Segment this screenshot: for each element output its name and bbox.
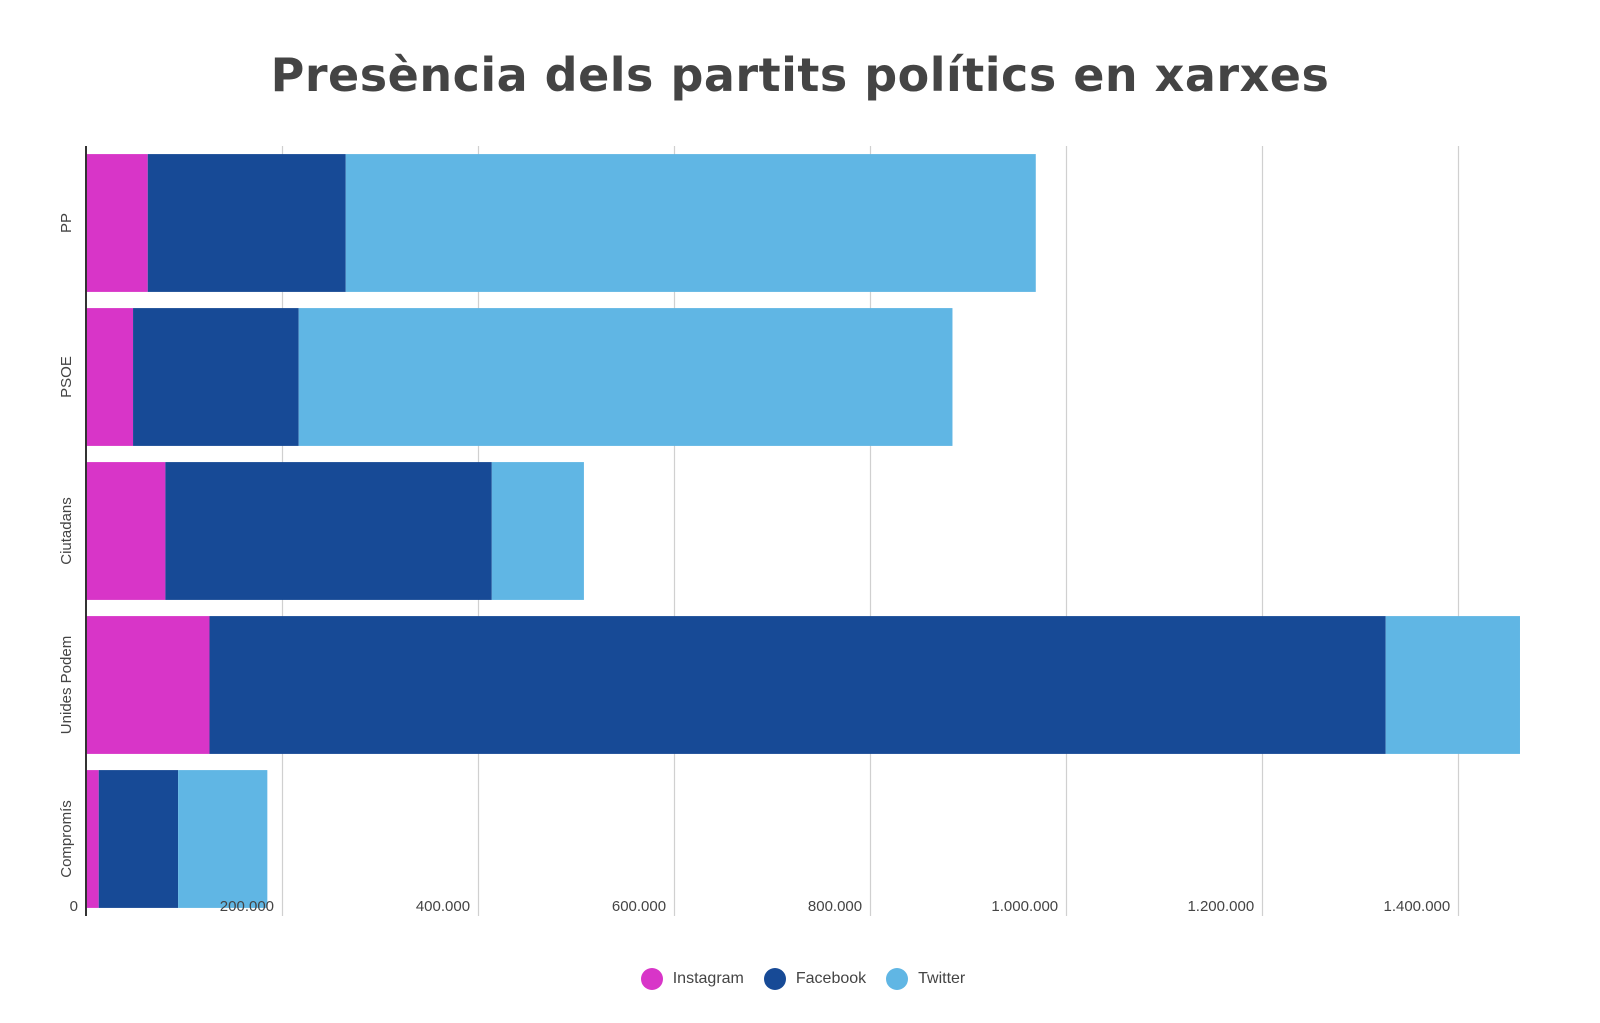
legend-item-facebook[interactable]: Facebook	[763, 968, 867, 990]
legend-swatch-twitter	[886, 968, 909, 990]
bar-twitter-ciutadans[interactable]	[491, 462, 584, 600]
bar-instagram-ciutadans[interactable]	[86, 462, 166, 600]
x-tick-label: 200.000	[220, 898, 274, 915]
bar-facebook-psoe[interactable]	[133, 308, 299, 446]
bar-instagram-psoe[interactable]	[86, 308, 134, 446]
chart-title: Presència dels partits polítics en xarxe…	[270, 48, 1330, 102]
x-tick-label: 800.000	[808, 898, 862, 915]
legend-label-instagram: Instagram	[672, 970, 744, 987]
y-category-label: PSOE	[58, 356, 75, 398]
bar-facebook-ciutadans[interactable]	[165, 462, 492, 600]
legend-label-facebook: Facebook	[795, 970, 867, 987]
legend-label-twitter: Twitter	[918, 970, 966, 987]
bar-facebook-compromís[interactable]	[98, 770, 179, 908]
bar-instagram-pp[interactable]	[86, 154, 148, 292]
bar-twitter-pp[interactable]	[345, 154, 1036, 292]
x-axis-ticks: 0 200.000 400.000 600.000 800.000 1.000.000 1.…	[70, 898, 1451, 915]
legend-swatch-instagram	[640, 968, 663, 990]
bar-twitter-compromís[interactable]	[178, 770, 268, 908]
legend-swatch-facebook	[763, 968, 786, 990]
x-tick-label: 1.200.000	[1187, 898, 1254, 915]
bar-facebook-pp[interactable]	[147, 154, 346, 292]
y-category-label: Compromís	[58, 800, 75, 878]
x-tick-label: 0	[70, 898, 78, 915]
bar-facebook-unides-podem[interactable]	[209, 616, 1386, 754]
legend-item-twitter[interactable]: Twitter	[886, 968, 965, 990]
y-category-label: Ciutadans	[58, 497, 75, 565]
x-tick-label: 400.000	[416, 898, 470, 915]
bar-instagram-unides-podem[interactable]	[86, 616, 210, 754]
legend: Instagram Facebook Twitter	[0, 968, 1600, 990]
y-category-label: Unides Podem	[58, 636, 75, 734]
x-tick-label: 600.000	[612, 898, 666, 915]
bar-twitter-psoe[interactable]	[298, 308, 953, 446]
bars	[86, 154, 1520, 908]
x-tick-label: 1.000.000	[991, 898, 1058, 915]
y-axis-categories: PP PSOE Ciutadans Unides Podem Compromís	[58, 213, 75, 878]
bar-instagram-compromís[interactable]	[86, 770, 99, 908]
y-category-label: PP	[58, 213, 75, 233]
bar-twitter-unides-podem[interactable]	[1385, 616, 1520, 754]
legend-item-instagram[interactable]: Instagram	[640, 968, 744, 990]
x-tick-label: 1.400.000	[1383, 898, 1450, 915]
